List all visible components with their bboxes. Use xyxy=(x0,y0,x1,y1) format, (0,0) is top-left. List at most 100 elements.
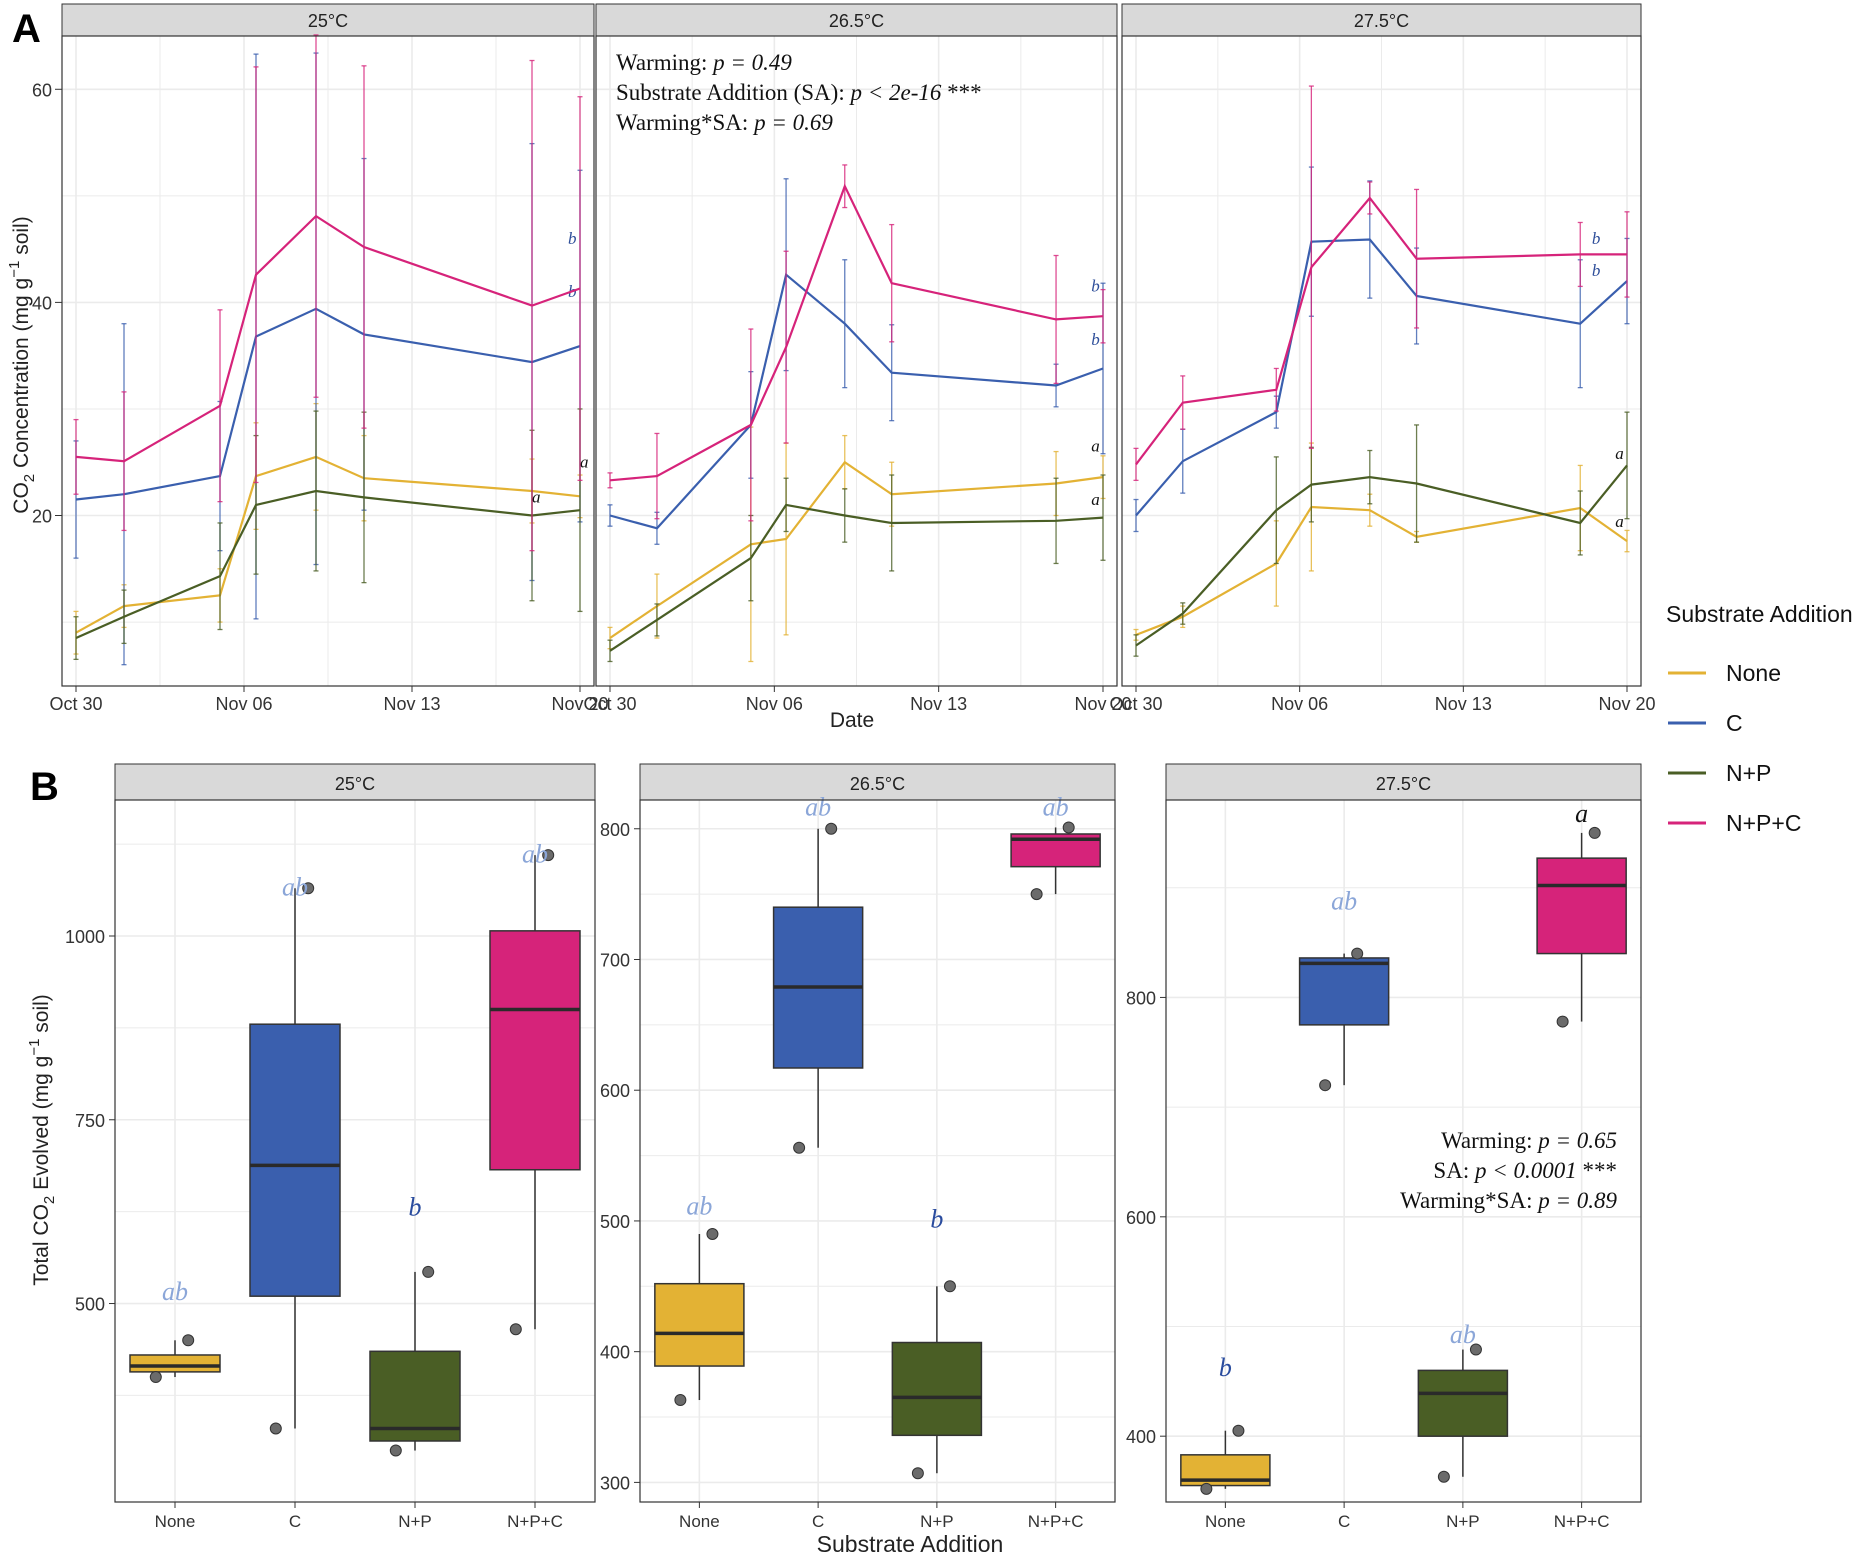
facet-strip-title: 27.5°C xyxy=(1354,11,1409,31)
facet-strip xyxy=(1165,763,1642,801)
significance-label: a xyxy=(1615,444,1624,463)
x-tick-label: C xyxy=(289,1512,301,1531)
x-tick-label: Nov 06 xyxy=(1271,694,1328,714)
facet-border xyxy=(114,799,596,1503)
significance-label: a xyxy=(1575,799,1588,828)
data-point xyxy=(1556,1015,1569,1028)
y-tick-label: 400 xyxy=(600,1343,630,1363)
x-tick-label: C xyxy=(812,1512,824,1531)
facet-border xyxy=(61,35,595,687)
significance-label: b xyxy=(409,1192,422,1221)
x-tick-label: Nov 20 xyxy=(1074,694,1131,714)
series-line xyxy=(75,214,581,463)
panel-a-facet-2: 27.5°C a b a b Oct 30 Nov 06 Nov 13 Nov 20 xyxy=(1109,3,1656,714)
significance-label: b xyxy=(568,229,577,248)
panel-b-x-axis-title: Substrate Addition xyxy=(817,1531,1004,1555)
legend-item-c: C xyxy=(1668,710,1743,736)
data-point xyxy=(1232,1424,1245,1437)
significance-label: b xyxy=(1219,1353,1232,1382)
x-tick-label: Nov 13 xyxy=(1435,694,1492,714)
x-tick-label: N+P+C xyxy=(507,1512,563,1531)
series-npppc: b xyxy=(607,164,1106,522)
x-tick-label: None xyxy=(679,1512,720,1531)
facet-strip-title: 27.5°C xyxy=(1376,774,1431,794)
y-tick-label: 500 xyxy=(75,1295,105,1315)
facet-strip-title: 26.5°C xyxy=(829,11,884,31)
significance-label: b xyxy=(1091,330,1100,349)
significance-label: b xyxy=(1592,229,1601,248)
series-line xyxy=(75,489,581,640)
box-c: ab xyxy=(249,873,341,1435)
y-tick-label: 800 xyxy=(1126,988,1156,1008)
legend-title: Substrate Addition xyxy=(1666,601,1853,627)
y-tick-label: 600 xyxy=(600,1081,630,1101)
legend-label: None xyxy=(1726,660,1781,686)
significance-label: a xyxy=(532,488,541,507)
significance-label: ab xyxy=(1331,887,1357,916)
significance-label: b xyxy=(1091,277,1100,296)
box-iqr xyxy=(369,1350,461,1442)
panel-b: Total CO2 Evolved (mg g−1 soil) 25°C 500 75… xyxy=(26,763,1642,1531)
panel-b-facet-0: 25°C 500 750 1000 ab ab b ab None C N+P N+P+C xyxy=(65,763,596,1531)
x-tick-label: N+P xyxy=(1446,1512,1480,1531)
data-point xyxy=(1062,821,1075,834)
box-iqr xyxy=(489,930,581,1171)
significance-label: ab xyxy=(686,1191,712,1220)
series-line xyxy=(609,460,1104,639)
data-point xyxy=(911,1467,924,1480)
facet-strip-title: 26.5°C xyxy=(850,774,905,794)
data-point xyxy=(793,1141,806,1154)
box-c: ab xyxy=(1298,887,1390,1092)
y-tick-label: 1000 xyxy=(65,927,105,947)
x-tick-label: Nov 06 xyxy=(215,694,272,714)
stats-annotation: Warming: p = 0.49 xyxy=(616,50,792,75)
legend-label: N+P+C xyxy=(1726,810,1801,836)
significance-label: ab xyxy=(162,1277,188,1306)
series-line xyxy=(609,272,1104,530)
significance-label: a xyxy=(1615,512,1624,531)
significance-label: ab xyxy=(522,839,548,868)
series-line xyxy=(609,183,1104,482)
legend-item-npppc: N+P+C xyxy=(1668,810,1801,836)
data-point xyxy=(674,1394,687,1407)
data-point xyxy=(1319,1079,1332,1092)
legend: None C N+P N+P+C xyxy=(1668,660,1801,836)
box-none: ab xyxy=(129,1277,221,1384)
facet-strip xyxy=(61,3,595,37)
x-tick-label: Nov 13 xyxy=(383,694,440,714)
facet-border xyxy=(639,799,1116,1503)
significance-label: a xyxy=(1091,490,1100,509)
series-line xyxy=(1135,464,1628,647)
x-tick-label: Nov 20 xyxy=(1598,694,1655,714)
facet-strip xyxy=(639,763,1116,801)
box-none: b xyxy=(1180,1353,1271,1495)
data-point xyxy=(542,849,555,862)
y-tick-label: 600 xyxy=(1126,1208,1156,1228)
significance-label: a xyxy=(1091,437,1100,456)
series-npp: a xyxy=(1133,411,1630,657)
x-tick-label: N+P+C xyxy=(1554,1512,1610,1531)
x-tick-label: N+P+C xyxy=(1028,1512,1084,1531)
data-point xyxy=(182,1334,195,1347)
facet-strip xyxy=(1121,3,1642,37)
x-tick-label: Oct 30 xyxy=(49,694,102,714)
box-npppc: ab xyxy=(1010,793,1101,901)
data-point xyxy=(825,822,838,835)
box-npppc: a xyxy=(1536,799,1627,1028)
series-line xyxy=(1135,238,1628,517)
box-iqr xyxy=(1536,857,1627,955)
series-npppc: b xyxy=(1133,85,1630,481)
data-point xyxy=(302,882,315,895)
facet-strip-title: 25°C xyxy=(335,774,375,794)
y-tick-label: 300 xyxy=(600,1473,630,1493)
x-tick-label: Nov 20 xyxy=(551,694,608,714)
box-npp: ab xyxy=(1417,1320,1509,1483)
significance-label: a xyxy=(580,453,589,472)
x-tick-label: None xyxy=(155,1512,196,1531)
data-point xyxy=(1588,826,1601,839)
box-iqr xyxy=(1417,1369,1509,1437)
x-tick-label: Oct 30 xyxy=(583,694,636,714)
box-npp: b xyxy=(891,1204,983,1480)
data-point xyxy=(1200,1482,1213,1495)
